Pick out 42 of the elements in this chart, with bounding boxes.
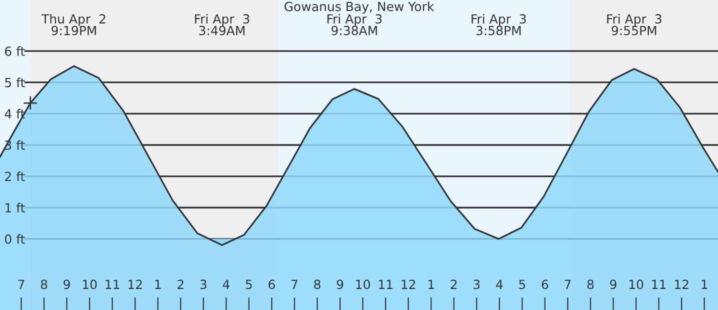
x-tick-label: 11 (378, 280, 392, 289)
y-tick-label: 5 ft (5, 78, 25, 88)
x-tick-label: 5 (519, 280, 526, 290)
x-tick-label: 4 (496, 280, 503, 289)
x-tick-label: 9 (336, 280, 344, 290)
x-tick-label: 12 (128, 280, 142, 289)
annotation: Fri Apr 3 3:49AM (195, 14, 250, 36)
x-tick-label: 8 (587, 280, 594, 290)
x-tick-label: 5 (246, 280, 252, 290)
annotation: Fri Apr 3 9:38AM (327, 14, 382, 36)
x-tick-label: 7 (18, 280, 24, 289)
x-tick-label: 8 (40, 280, 48, 290)
x-tick-label: 6 (542, 280, 548, 290)
x-tick-label: 6 (268, 280, 275, 290)
x-tick-label: 7 (564, 280, 571, 289)
y-tick-label: 1 ft (6, 202, 25, 212)
annotation: Fri Apr 3 9:55PM (607, 14, 662, 36)
x-tick-label: 10 (629, 280, 644, 290)
x-tick-label: 2 (178, 280, 184, 289)
x-tick-label: 9 (64, 280, 70, 290)
chart-title: Gowanus Bay, New York (284, 2, 434, 14)
x-tick-label: 1 (702, 280, 708, 289)
x-tick-label: 11 (106, 280, 120, 289)
y-tick-label: 0 ft (4, 234, 25, 244)
x-tick-label: 4 (222, 280, 230, 289)
x-tick-label: 8 (314, 280, 320, 290)
y-tick-label: 2 ft (5, 172, 25, 182)
x-tick-label: 10 (356, 280, 370, 290)
annotation: Fri Apr 3 3:58PM (472, 14, 526, 36)
x-tick-label: 1 (428, 280, 434, 289)
annotation: Thu Apr 2 9:19PM (41, 14, 106, 36)
x-tick-label: 12 (402, 280, 416, 289)
x-tick-label: 2 (450, 280, 457, 289)
x-tick-label: 7 (292, 280, 298, 289)
x-tick-label: 12 (674, 280, 688, 289)
x-tick-label: 9 (610, 280, 616, 290)
y-tick-label: 6 ft (5, 46, 25, 56)
x-tick-label: 3 (474, 280, 480, 290)
x-tick-label: 10 (82, 280, 97, 290)
x-tick-label: 1 (155, 280, 161, 289)
x-tick-label: 11 (652, 280, 666, 289)
x-tick-label: 3 (200, 280, 206, 290)
